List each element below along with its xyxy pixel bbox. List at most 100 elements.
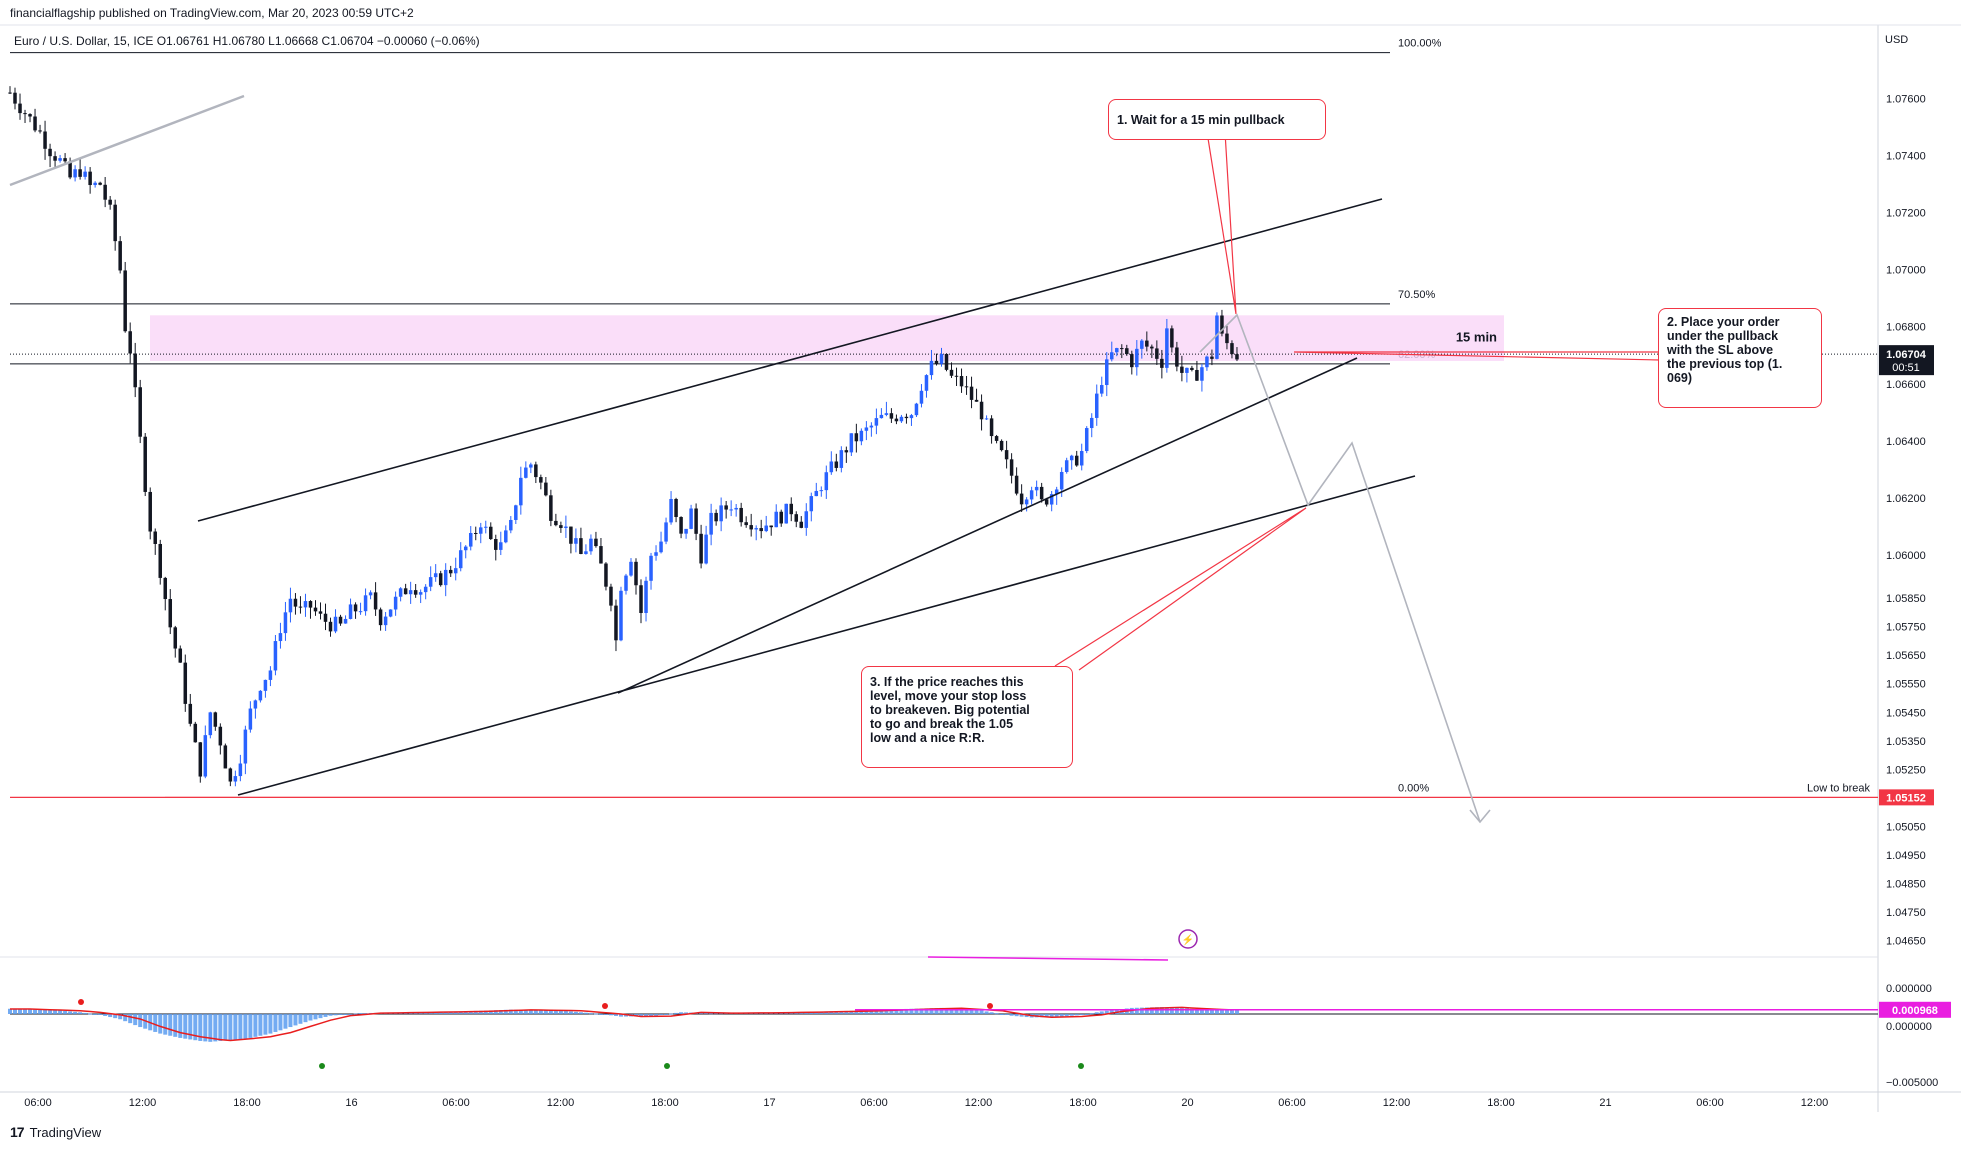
- candle-body[interactable]: [1049, 494, 1054, 505]
- candle-body[interactable]: [468, 532, 473, 547]
- candle-body[interactable]: [83, 171, 87, 177]
- candle-body[interactable]: [1165, 328, 1169, 368]
- candle-body[interactable]: [879, 414, 884, 419]
- candle-body[interactable]: [479, 527, 483, 534]
- candle-body[interactable]: [1074, 455, 1079, 466]
- candle-body[interactable]: [8, 92, 12, 94]
- candle-body[interactable]: [88, 171, 92, 186]
- candle-body[interactable]: [779, 511, 783, 524]
- candle-body[interactable]: [143, 436, 147, 492]
- candle-body[interactable]: [353, 604, 358, 612]
- candle-body[interactable]: [919, 390, 924, 404]
- candle-body[interactable]: [323, 613, 328, 622]
- candle-body[interactable]: [23, 113, 27, 115]
- candle-body[interactable]: [1140, 340, 1144, 349]
- candle-body[interactable]: [649, 555, 653, 581]
- candle-body[interactable]: [303, 601, 308, 608]
- candle-body[interactable]: [13, 92, 17, 104]
- candle-body[interactable]: [639, 585, 643, 613]
- candle-body[interactable]: [574, 538, 578, 544]
- candle-body[interactable]: [1190, 367, 1194, 370]
- candle-body[interactable]: [809, 496, 814, 512]
- candle-body[interactable]: [794, 514, 799, 522]
- candle-body[interactable]: [1155, 348, 1159, 359]
- candle-body[interactable]: [103, 184, 107, 200]
- candle-body[interactable]: [48, 148, 52, 157]
- candle-body[interactable]: [1210, 356, 1214, 359]
- candle-body[interactable]: [599, 546, 603, 564]
- candle-body[interactable]: [423, 586, 428, 593]
- candle-body[interactable]: [519, 477, 523, 506]
- candle-body[interactable]: [178, 648, 183, 663]
- candle-body[interactable]: [1145, 340, 1149, 347]
- candle-body[interactable]: [1180, 366, 1184, 373]
- candle-body[interactable]: [1230, 343, 1234, 355]
- candle-body[interactable]: [1059, 471, 1064, 490]
- symbol-legend[interactable]: Euro / U.S. Dollar, 15, ICE O1.06761 H1.…: [14, 34, 480, 48]
- candle-body[interactable]: [73, 169, 77, 178]
- candle-body[interactable]: [1110, 352, 1114, 360]
- candle-body[interactable]: [709, 512, 713, 535]
- candle-body[interactable]: [1200, 367, 1204, 381]
- candle-body[interactable]: [238, 763, 243, 777]
- candle-body[interactable]: [784, 503, 788, 524]
- candle-body[interactable]: [869, 425, 874, 428]
- candle-body[interactable]: [674, 498, 678, 518]
- candle-body[interactable]: [1084, 428, 1089, 452]
- candle-body[interactable]: [839, 450, 844, 468]
- candle-body[interactable]: [539, 477, 543, 483]
- candle-body[interactable]: [448, 569, 453, 574]
- candle-body[interactable]: [1079, 451, 1084, 466]
- candle-body[interactable]: [58, 158, 62, 161]
- candle-body[interactable]: [954, 375, 959, 377]
- candle-body[interactable]: [684, 528, 688, 534]
- candle-body[interactable]: [218, 726, 223, 746]
- candle-body[interactable]: [203, 735, 208, 777]
- candle-body[interactable]: [819, 490, 824, 492]
- candle-body[interactable]: [338, 616, 343, 624]
- candle-body[interactable]: [1039, 486, 1044, 500]
- candle-body[interactable]: [1150, 346, 1154, 349]
- candle-body[interactable]: [1160, 358, 1164, 368]
- candle-body[interactable]: [1120, 348, 1124, 350]
- candle-body[interactable]: [864, 427, 869, 431]
- candle-body[interactable]: [228, 768, 233, 782]
- candle-body[interactable]: [1205, 356, 1209, 368]
- candle-body[interactable]: [609, 586, 613, 606]
- candle-body[interactable]: [1130, 354, 1134, 368]
- candle-body[interactable]: [1195, 369, 1199, 381]
- candle-body[interactable]: [1175, 347, 1179, 367]
- candle-body[interactable]: [138, 387, 142, 437]
- candle-body[interactable]: [1135, 348, 1139, 368]
- candle-body[interactable]: [934, 360, 939, 364]
- candle-body[interactable]: [969, 386, 974, 400]
- candle-body[interactable]: [243, 729, 248, 764]
- candle-body[interactable]: [704, 534, 708, 564]
- candle-body[interactable]: [734, 507, 738, 510]
- lightning-alert-icon[interactable]: [1178, 929, 1198, 949]
- candle-body[interactable]: [173, 627, 178, 649]
- candle-body[interactable]: [689, 508, 693, 529]
- candle-body[interactable]: [854, 433, 859, 442]
- candle-body[interactable]: [458, 550, 463, 569]
- candle-body[interactable]: [418, 592, 423, 595]
- candle-body[interactable]: [629, 561, 633, 576]
- candle-body[interactable]: [904, 416, 909, 419]
- candle-body[interactable]: [944, 353, 949, 370]
- candle-body[interactable]: [233, 776, 238, 782]
- candle-body[interactable]: [443, 569, 448, 586]
- candle-body[interactable]: [604, 563, 608, 587]
- candle-body[interactable]: [1069, 455, 1074, 461]
- candle-body[interactable]: [78, 169, 82, 177]
- candle-body[interactable]: [914, 403, 919, 416]
- candle-body[interactable]: [989, 418, 994, 437]
- candle-body[interactable]: [373, 592, 378, 610]
- candle-body[interactable]: [328, 621, 333, 632]
- candle-body[interactable]: [1044, 499, 1049, 505]
- candle-body[interactable]: [894, 418, 899, 422]
- candle-body[interactable]: [724, 505, 728, 510]
- candle-body[interactable]: [1014, 475, 1019, 494]
- candle-body[interactable]: [884, 413, 889, 415]
- grey-trendline[interactable]: [9, 94, 245, 187]
- candle-body[interactable]: [93, 182, 97, 186]
